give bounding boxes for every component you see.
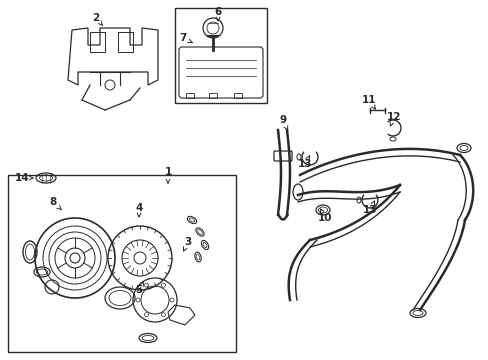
Text: 5: 5 [135, 282, 143, 295]
Text: 3: 3 [183, 237, 191, 251]
Text: 14: 14 [15, 173, 33, 183]
Bar [234, 93, 242, 98]
Bar [208, 93, 217, 98]
Text: 9: 9 [279, 115, 287, 130]
Text: 2: 2 [92, 13, 102, 26]
Bar [118, 32, 133, 52]
Text: 13: 13 [362, 201, 376, 215]
Text: 11: 11 [361, 95, 375, 109]
Bar [175, 8, 266, 103]
Text: 13: 13 [297, 156, 312, 169]
Text: 7: 7 [179, 33, 192, 43]
Text: 4: 4 [135, 203, 142, 217]
Text: 8: 8 [49, 197, 61, 210]
Text: 12: 12 [386, 112, 401, 126]
Text: 6: 6 [214, 7, 221, 21]
Bar [185, 93, 194, 98]
Bar [8, 175, 236, 352]
Text: 1: 1 [164, 167, 171, 183]
Text: 10: 10 [317, 209, 331, 223]
Bar [90, 32, 105, 52]
